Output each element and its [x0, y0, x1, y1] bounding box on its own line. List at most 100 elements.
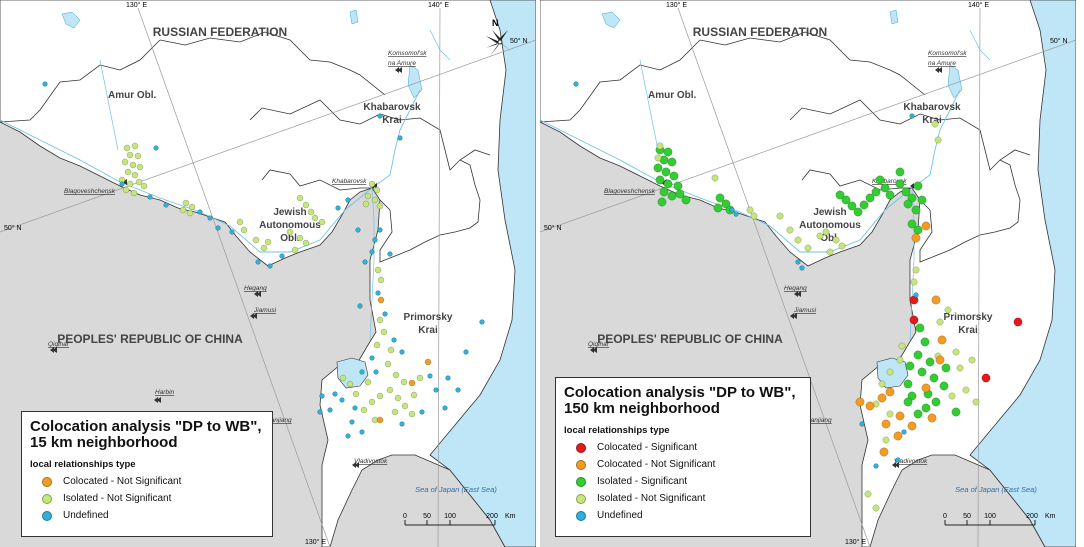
- map-point-isolated_ns: [373, 341, 381, 349]
- map-point-isolated_sig: [913, 350, 923, 360]
- north-arrow-icon: [486, 30, 512, 56]
- map-point-isolated_sig: [667, 157, 677, 167]
- map-point-undefined: [352, 405, 358, 411]
- scale-label-200: 200: [1026, 513, 1038, 520]
- map-point-isolated_ns: [179, 206, 187, 214]
- map-point-isolated_ns: [654, 154, 662, 162]
- map-point-undefined: [399, 349, 405, 355]
- map-point-isolated_ns: [296, 194, 304, 202]
- city-jiamusi: Jiamusi: [793, 307, 817, 314]
- map-point-undefined: [345, 433, 351, 439]
- map-point-isolated_sig: [951, 407, 961, 417]
- label-amur: Amur Obl.: [108, 90, 157, 101]
- map-point-undefined: [319, 393, 325, 399]
- map-point-isolated_sig: [713, 203, 723, 213]
- map-point-isolated_ns: [776, 212, 784, 220]
- label-jewish-ao: Jewish: [273, 207, 306, 218]
- map-point-colocated_ns: [931, 295, 941, 305]
- legend-item: Isolated - Significant: [564, 473, 810, 490]
- map-point-isolated_ns: [131, 142, 139, 150]
- label-sea-of-japan: Sea of Japan (East Sea): [415, 485, 497, 494]
- city-komsomolsk: Komsomol'sk: [928, 50, 967, 57]
- map-point-isolated_ns: [346, 380, 354, 388]
- lon-label-130-bottom: 130° E: [305, 538, 326, 546]
- map-point-isolated_ns: [394, 394, 402, 402]
- map-point-undefined: [119, 181, 125, 187]
- label-sea-of-japan: Sea of Japan (East Sea): [955, 485, 1037, 494]
- map-point-isolated_sig: [673, 181, 683, 191]
- map-point-isolated_ns: [368, 398, 376, 406]
- map-point-isolated_sig: [871, 187, 881, 197]
- map-point-isolated_sig: [681, 195, 691, 205]
- map-point-undefined: [479, 319, 485, 325]
- map-point-isolated_ns: [826, 248, 834, 256]
- map-point-undefined: [357, 303, 363, 309]
- city-mudanjiang: Mudanjiang: [258, 417, 292, 424]
- map-point-isolated_ns: [136, 163, 144, 171]
- map-point-isolated_sig: [659, 187, 669, 197]
- map-point-undefined: [795, 259, 801, 265]
- map-point-isolated_sig: [661, 167, 671, 177]
- map-point-isolated_ns: [122, 186, 130, 194]
- map-point-isolated_ns: [135, 178, 143, 186]
- legend-title-line2: 15 km neighborhood: [30, 434, 178, 451]
- map-point-undefined: [455, 387, 461, 393]
- map-point-undefined: [573, 81, 579, 87]
- map-point-isolated_sig: [901, 187, 911, 197]
- map-point-isolated_sig: [835, 190, 845, 200]
- map-point-undefined: [391, 337, 397, 343]
- map-point-isolated_ns: [286, 228, 294, 236]
- city-icon: [254, 291, 261, 297]
- map-point-undefined: [332, 391, 338, 397]
- lon-label-130-top: 130° E: [666, 1, 687, 9]
- map-point-colocated_ns: [927, 413, 937, 423]
- map-point-undefined: [909, 113, 915, 119]
- legend-item-label: Undefined: [63, 510, 109, 521]
- legend-title: Colocation analysis "DP to WB",: [30, 418, 262, 435]
- city-vladivostok: Vladivostok: [354, 458, 388, 465]
- legend-item: Colocated - Not Significant: [30, 473, 272, 490]
- map-point-undefined: [317, 409, 323, 415]
- city-komsomolsk: Komsomol'sk: [388, 50, 427, 57]
- map-point-isolated_ns: [126, 180, 134, 188]
- graticule: [540, 7, 1076, 547]
- map-point-colocated_ns: [921, 221, 931, 231]
- map-point-undefined: [229, 229, 235, 235]
- label-primorsky: Primorsky: [404, 312, 453, 323]
- map-point-isolated_sig: [667, 191, 677, 201]
- legend-item-label: Undefined: [597, 510, 643, 521]
- lon-label-130-bottom: 130° E: [845, 538, 866, 546]
- map-point-isolated_ns: [822, 228, 830, 236]
- legend-item: Colocated - Not Significant: [564, 456, 810, 473]
- label-china: PEOPLES' REPUBLIC OF CHINA: [57, 332, 243, 346]
- map-panel-15km: 130° E 140° E 130° E 50° N 50° N RUSSIAN FEDE…: [0, 0, 536, 547]
- map-point-isolated_sig: [895, 167, 905, 177]
- map-point-isolated_ns: [386, 386, 394, 394]
- map-point-isolated_ns: [140, 182, 148, 190]
- map-point-isolated_sig: [913, 225, 923, 235]
- scale-label-50: 50: [963, 513, 971, 520]
- map-point-isolated_sig: [939, 381, 949, 391]
- map-point-isolated_sig: [853, 207, 863, 217]
- map-point-isolated_sig: [715, 193, 725, 203]
- map-point-isolated_ns: [838, 242, 846, 250]
- legend-item: Isolated - Not Significant: [564, 490, 810, 507]
- compass-n-label: N: [492, 18, 499, 28]
- city-khabarovsk: Khabarovsk: [332, 178, 367, 185]
- map-point-colocated_sig: [981, 373, 991, 383]
- map-point-colocated_ns: [865, 401, 875, 411]
- city-icon: [790, 313, 797, 319]
- map-point-undefined: [433, 387, 439, 393]
- legend-subtitle: local relationships type: [30, 459, 136, 470]
- map-point-isolated_ns: [934, 136, 942, 144]
- sea-of-japan: [429, 0, 536, 547]
- map-point-isolated_ns: [126, 151, 134, 159]
- scale-unit: Km: [505, 513, 516, 520]
- map-point-isolated_ns: [401, 402, 409, 410]
- lat-label-50-right: 50° N: [510, 37, 528, 45]
- map-point-undefined: [163, 202, 169, 208]
- city-jiamusi: Jiamusi: [253, 307, 277, 314]
- map-point-isolated_sig: [920, 337, 930, 347]
- sea-of-japan: [969, 0, 1076, 547]
- map-point-isolated_ns: [339, 374, 347, 382]
